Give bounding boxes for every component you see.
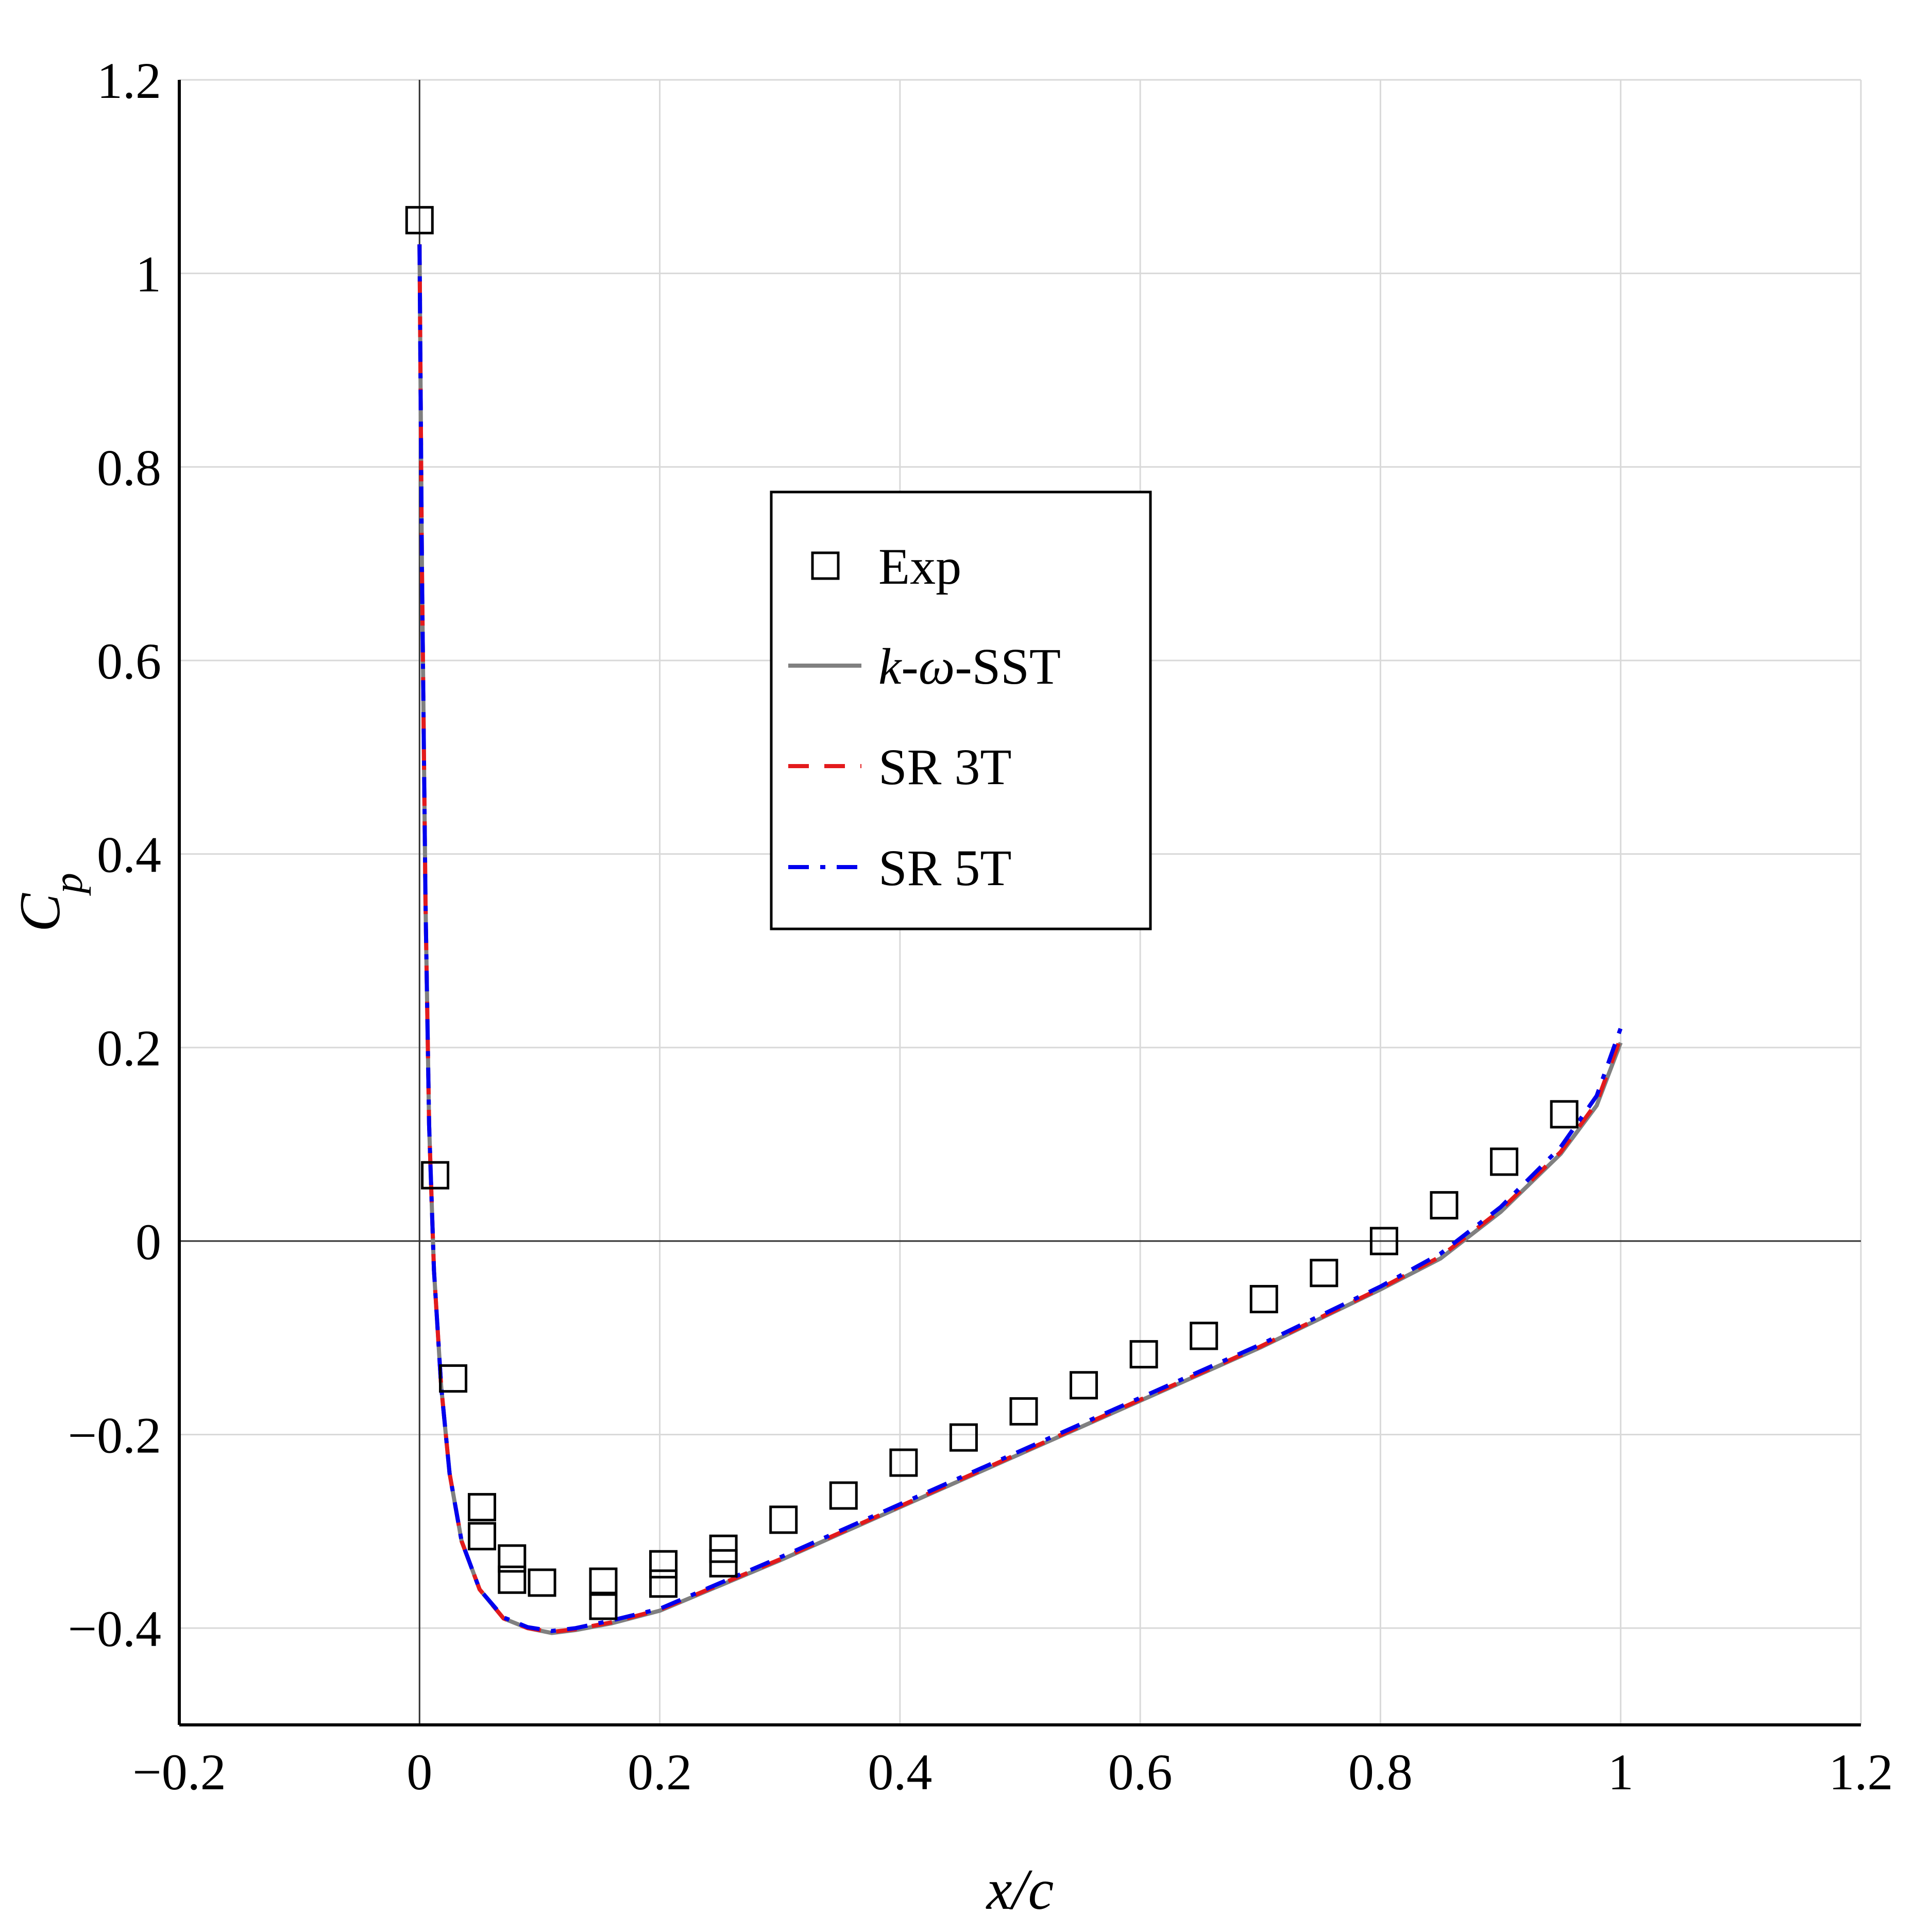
exp-data-point <box>1550 1100 1579 1129</box>
exp-data-point <box>498 1565 527 1594</box>
x-axis-title: x/c <box>986 1858 1054 1922</box>
y-tick-label: 1.2 <box>97 52 161 109</box>
y-axis-title: Cp <box>8 873 91 932</box>
series-layer <box>405 206 1623 1635</box>
y-tick-label: −0.2 <box>68 1407 161 1464</box>
x-tick-label: 0.8 <box>1348 1743 1413 1801</box>
x-tick-label: 1 <box>1608 1743 1634 1801</box>
y-tick-label: 0.8 <box>97 439 161 496</box>
y-tick-label: 0 <box>135 1213 161 1270</box>
exp-data-point <box>949 1423 978 1452</box>
exp-data-point <box>1070 1371 1098 1400</box>
y-tick-label: 0.6 <box>97 633 161 690</box>
exp-data-point <box>1249 1285 1278 1314</box>
exp-data-point <box>709 1549 738 1578</box>
exp-data-point <box>649 1550 678 1579</box>
legend-label: Exp <box>878 538 961 595</box>
exp-data-point <box>1369 1227 1398 1256</box>
y-tick-label: 0.2 <box>97 1020 161 1077</box>
exp-data-point <box>468 1522 497 1551</box>
exp-data-point <box>589 1567 618 1596</box>
x-tick-label: 0.4 <box>868 1743 932 1801</box>
tick-labels: −0.2 0 0.2 0.4 0.6 0.8 1 1.2 −0.4 −0.2 0 0.2 0.4 0.6 0… <box>68 52 1893 1801</box>
x-tick-label: −0.2 <box>132 1743 226 1801</box>
legend-marker-exp <box>811 551 840 580</box>
x-tick-label: 0 <box>406 1743 432 1801</box>
legend-box <box>770 490 1152 930</box>
legend-label: SR 3T <box>878 738 1011 795</box>
y-tick-label: 1 <box>135 246 161 303</box>
exp-data-point <box>1129 1340 1158 1369</box>
y-tick-label: −0.4 <box>68 1600 161 1657</box>
exp-data-point <box>889 1448 918 1477</box>
x-tick-label: 0.6 <box>1108 1743 1173 1801</box>
legend: Exp k-ω-SST SR 3T SR 5T <box>770 490 1152 930</box>
exp-data-point <box>421 1161 450 1190</box>
exp-data-point <box>709 1534 738 1563</box>
exp-data-point <box>829 1481 858 1510</box>
exp-data-point <box>769 1505 798 1534</box>
x-tick-label: 0.2 <box>628 1743 692 1801</box>
series-line-2 <box>417 244 1623 1634</box>
exp-data-point <box>439 1364 468 1393</box>
y-tick-label: 0.4 <box>97 826 161 884</box>
exp-data-point <box>468 1493 497 1521</box>
exp-data-point <box>498 1544 527 1573</box>
exp-data-point <box>1430 1191 1459 1219</box>
exp-data-point <box>589 1591 618 1620</box>
exp-data-point <box>1190 1321 1218 1350</box>
exp-data-point <box>1009 1397 1038 1426</box>
exp-data-point <box>1490 1147 1519 1176</box>
legend-label: k-ω-SST <box>878 638 1061 695</box>
exp-data-point <box>1310 1259 1338 1287</box>
exp-data-point <box>528 1568 556 1597</box>
legend-label: SR 5T <box>878 839 1011 896</box>
exp-data-point <box>649 1569 678 1598</box>
exp-data-point <box>405 206 434 234</box>
x-tick-label: 1.2 <box>1829 1743 1893 1801</box>
axes <box>178 80 1861 1726</box>
